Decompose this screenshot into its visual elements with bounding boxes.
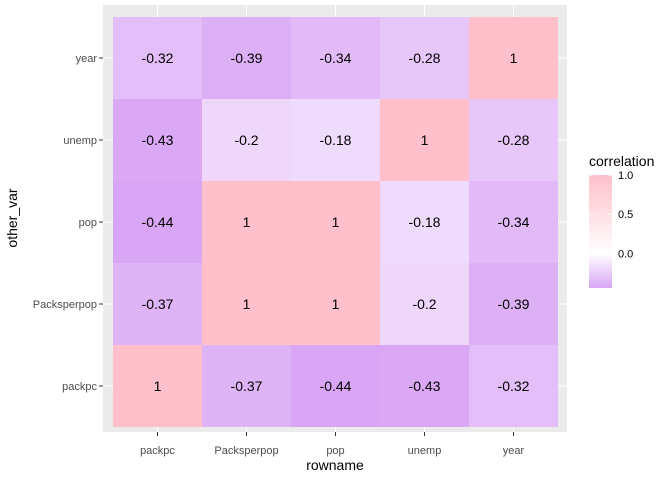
legend-colorbar [589,175,612,288]
cell-label-Packsperpop-year: -0.39 [498,296,530,312]
heatmap-cell-Packsperpop-unemp [380,263,469,345]
cell-label-packpc-packpc: 1 [154,378,162,394]
legend: correlation 1.0 0.5 0.0 [589,153,654,288]
cell-label-Packsperpop-unemp: -0.2 [412,296,436,312]
heatmap-cell-packpc-pop [291,345,380,427]
y-axis-title: other_var [4,188,20,247]
y-axis-ticks: packpc Packsperpop pop unemp year [33,53,103,393]
legend-tick-label: 0.0 [618,248,633,260]
cell-label-Packsperpop-pop: 1 [332,296,340,312]
heatmap-cell-Packsperpop-packpc [113,263,202,345]
cell-label-packpc-Packsperpop: -0.37 [231,378,263,394]
cell-label-year-year: 1 [510,50,518,66]
heatmap-cell-pop-year [469,181,558,263]
y-tick-label-packpc: packpc [62,381,97,393]
x-axis-ticks: packpc Packsperpop pop unemp year [140,432,525,457]
x-tick-label-packpc: packpc [140,445,175,457]
heatmap-cell-unemp-pop [291,99,380,181]
cell-label-pop-year: -0.34 [498,214,530,230]
y-tick-label-Packsperpop: Packsperpop [33,299,97,311]
x-axis-title: rowname [306,457,364,473]
cell-label-Packsperpop-packpc: -0.37 [142,296,174,312]
cell-label-packpc-unemp: -0.43 [409,378,441,394]
legend-tick-label: 0.5 [618,209,633,221]
heatmap-cell-Packsperpop-year [469,263,558,345]
cell-label-unemp-pop: -0.18 [320,132,352,148]
y-tick-label-year: year [76,53,98,65]
heatmap-cell-year-unemp [380,17,469,99]
heatmap-cell-year-Packsperpop [202,17,291,99]
x-tick-label-unemp: unemp [408,445,442,457]
legend-ticks: 1.0 0.5 0.0 [589,170,633,260]
cell-label-unemp-Packsperpop: -0.2 [234,132,258,148]
cell-label-year-pop: -0.34 [320,50,352,66]
cell-label-pop-unemp: -0.18 [409,214,441,230]
cell-label-unemp-unemp: 1 [421,132,429,148]
cell-label-pop-Packsperpop: 1 [243,214,251,230]
cell-label-pop-pop: 1 [332,214,340,230]
cell-label-packpc-year: -0.32 [498,378,530,394]
heatmap-cell-pop-unemp [380,181,469,263]
heatmap-cell-packpc-Packsperpop [202,345,291,427]
heatmap-cell-Packsperpop-Packsperpop [202,263,291,345]
legend-tick-label: 1.0 [618,170,633,182]
cell-label-unemp-packpc: -0.43 [142,132,174,148]
x-tick-label-pop: pop [326,445,344,457]
heatmap-cell-unemp-Packsperpop [202,99,291,181]
y-tick-label-unemp: unemp [63,135,97,147]
cell-label-packpc-pop: -0.44 [320,378,352,394]
cell-label-pop-packpc: -0.44 [142,214,174,230]
cell-label-year-Packsperpop: -0.39 [231,50,263,66]
x-tick-label-year: year [503,445,525,457]
x-tick-label-Packsperpop: Packsperpop [214,445,278,457]
cell-label-year-packpc: -0.32 [142,50,174,66]
heatmap-cell-year-year [469,17,558,99]
heatmap-cell-pop-Packsperpop [202,181,291,263]
cell-label-unemp-year: -0.28 [498,132,530,148]
legend-title: correlation [589,153,654,169]
heatmap-cell-pop-pop [291,181,380,263]
heatmap-cell-Packsperpop-pop [291,263,380,345]
heatmap-cell-unemp-unemp [380,99,469,181]
heatmap-cells [103,5,567,432]
heatmap-cell-packpc-unemp [380,345,469,427]
heatmap-cell-packpc-packpc [113,345,202,427]
heatmap-cell-pop-packpc [113,181,202,263]
cell-label-year-unemp: -0.28 [409,50,441,66]
heatmap-cell-unemp-packpc [113,99,202,181]
cell-label-Packsperpop-Packsperpop: 1 [243,296,251,312]
heatmap-cell-year-packpc [113,17,202,99]
heatmap-cell-packpc-year [469,345,558,427]
heatmap-cell-year-pop [291,17,380,99]
y-tick-label-pop: pop [79,217,97,229]
heatmap-cell-unemp-year [469,99,558,181]
heatmap-cell-labels: 1 -0.37 -0.44 -0.43 -0.32 -0.37 1 1 -0.2 -0.39 -0.… [142,50,530,394]
